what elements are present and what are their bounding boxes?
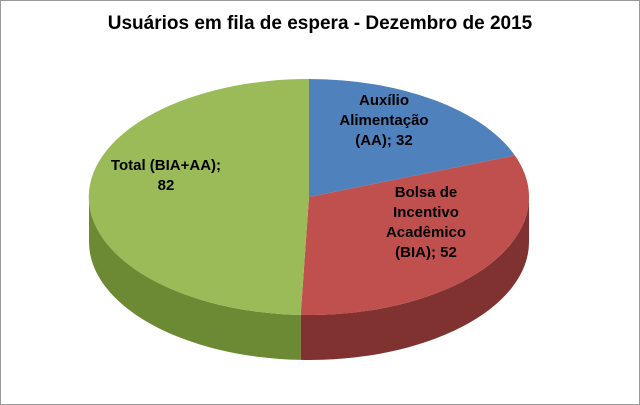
- data-label-total: Total (BIA+AA); 82: [76, 156, 256, 196]
- data-label-line: 82: [157, 177, 175, 194]
- data-label-line: (AA); 32: [355, 132, 413, 149]
- data-label-line: Acadêmico: [385, 224, 467, 241]
- data-label-line: Incentivo: [393, 204, 459, 221]
- pie-slice-top-2: [88, 78, 310, 315]
- data-label-line: Alimentação: [339, 112, 429, 129]
- pie-slice-top-1: [300, 155, 530, 316]
- chart-title: Usuários em fila de espera - Dezembro de…: [107, 13, 533, 34]
- data-label-bia: Bolsa de Incentivo Acadêmico (BIA); 52: [341, 183, 511, 263]
- data-label-line: Total (BIA+AA);: [110, 157, 222, 174]
- pie-slice-top-0: [309, 79, 515, 197]
- data-label-line: Auxílio: [358, 92, 409, 109]
- data-label-line: Bolsa de: [394, 184, 458, 201]
- data-label-aa: Auxílio Alimentação (AA); 32: [299, 91, 469, 151]
- pie-slice-side-1: [300, 197, 529, 361]
- data-label-line: (BIA); 52: [395, 244, 457, 261]
- pie-slice-side-2: [89, 197, 301, 360]
